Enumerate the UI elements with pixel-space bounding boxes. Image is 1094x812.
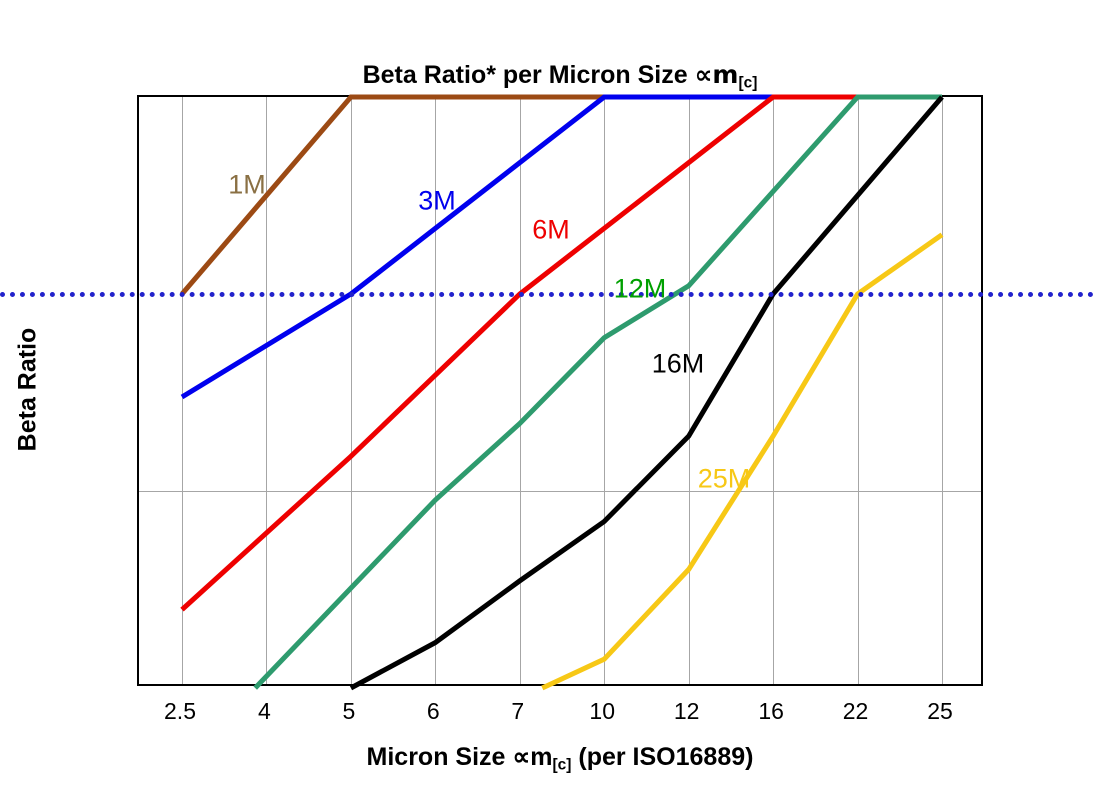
y-axis-title: Beta Ratio	[13, 327, 42, 452]
x-axis-title-part2: (per ISO16889)	[571, 743, 754, 771]
x-tick-label-2.5: 2.5	[164, 698, 196, 724]
x-tick-label-16: 16	[758, 698, 784, 724]
x-tick-label-4: 4	[258, 698, 271, 724]
series-line-3M	[180, 94, 942, 400]
x-tick-label-22: 22	[842, 698, 869, 724]
x-tick-label-5: 5	[342, 698, 356, 724]
series-line-6M	[180, 94, 942, 612]
series-line-12M	[253, 94, 942, 690]
chart-title: Beta Ratio* per Micron Size ∝m[c]	[137, 60, 983, 92]
x-tick-label-6: 6	[426, 698, 440, 724]
gridline-y-100	[139, 491, 981, 492]
x-tick-label-7: 7	[511, 698, 525, 724]
series-label-3M: 3M	[418, 185, 456, 216]
gridline-x-6	[435, 97, 436, 684]
x-tick-label-12: 12	[673, 698, 700, 724]
x-tick-label-10: 10	[589, 698, 616, 724]
series-label-6M: 6M	[532, 214, 570, 245]
series-line-25M	[541, 232, 944, 691]
series-label-16M: 16M	[651, 348, 705, 379]
series-lines	[180, 94, 944, 691]
gridline-x-7	[520, 97, 521, 684]
gridline-x-16	[773, 97, 774, 684]
series-label-12M: 12M	[613, 273, 667, 304]
gridline-x-4	[266, 97, 267, 684]
x-axis-subscript: [c]	[552, 756, 572, 774]
series-label-25M: 25M	[697, 463, 751, 494]
chart-title-micron-symbol: ∝m	[694, 60, 739, 89]
chart-title-subscript: [c]	[738, 74, 758, 92]
x-axis-micron-symbol: ∝m	[512, 743, 553, 771]
x-axis-title: Micron Size ∝m[c] (per ISO16889)	[137, 742, 983, 774]
x-tick-label-25: 25	[927, 698, 953, 724]
series-label-1M: 1M	[228, 169, 266, 200]
gridline-x-10	[604, 97, 605, 684]
x-axis-title-part1: Micron Size	[366, 743, 513, 771]
gridline-x-5	[351, 97, 352, 684]
chart-title-text: Beta Ratio* per Micron Size	[362, 61, 695, 89]
gridline-x-12	[689, 97, 690, 684]
gridline-x-22	[858, 97, 859, 684]
gridline-x-2.5	[182, 97, 183, 684]
plot-area	[137, 94, 983, 691]
beta-1000-reference-line	[0, 292, 1094, 297]
gridline-x-25	[942, 97, 943, 684]
